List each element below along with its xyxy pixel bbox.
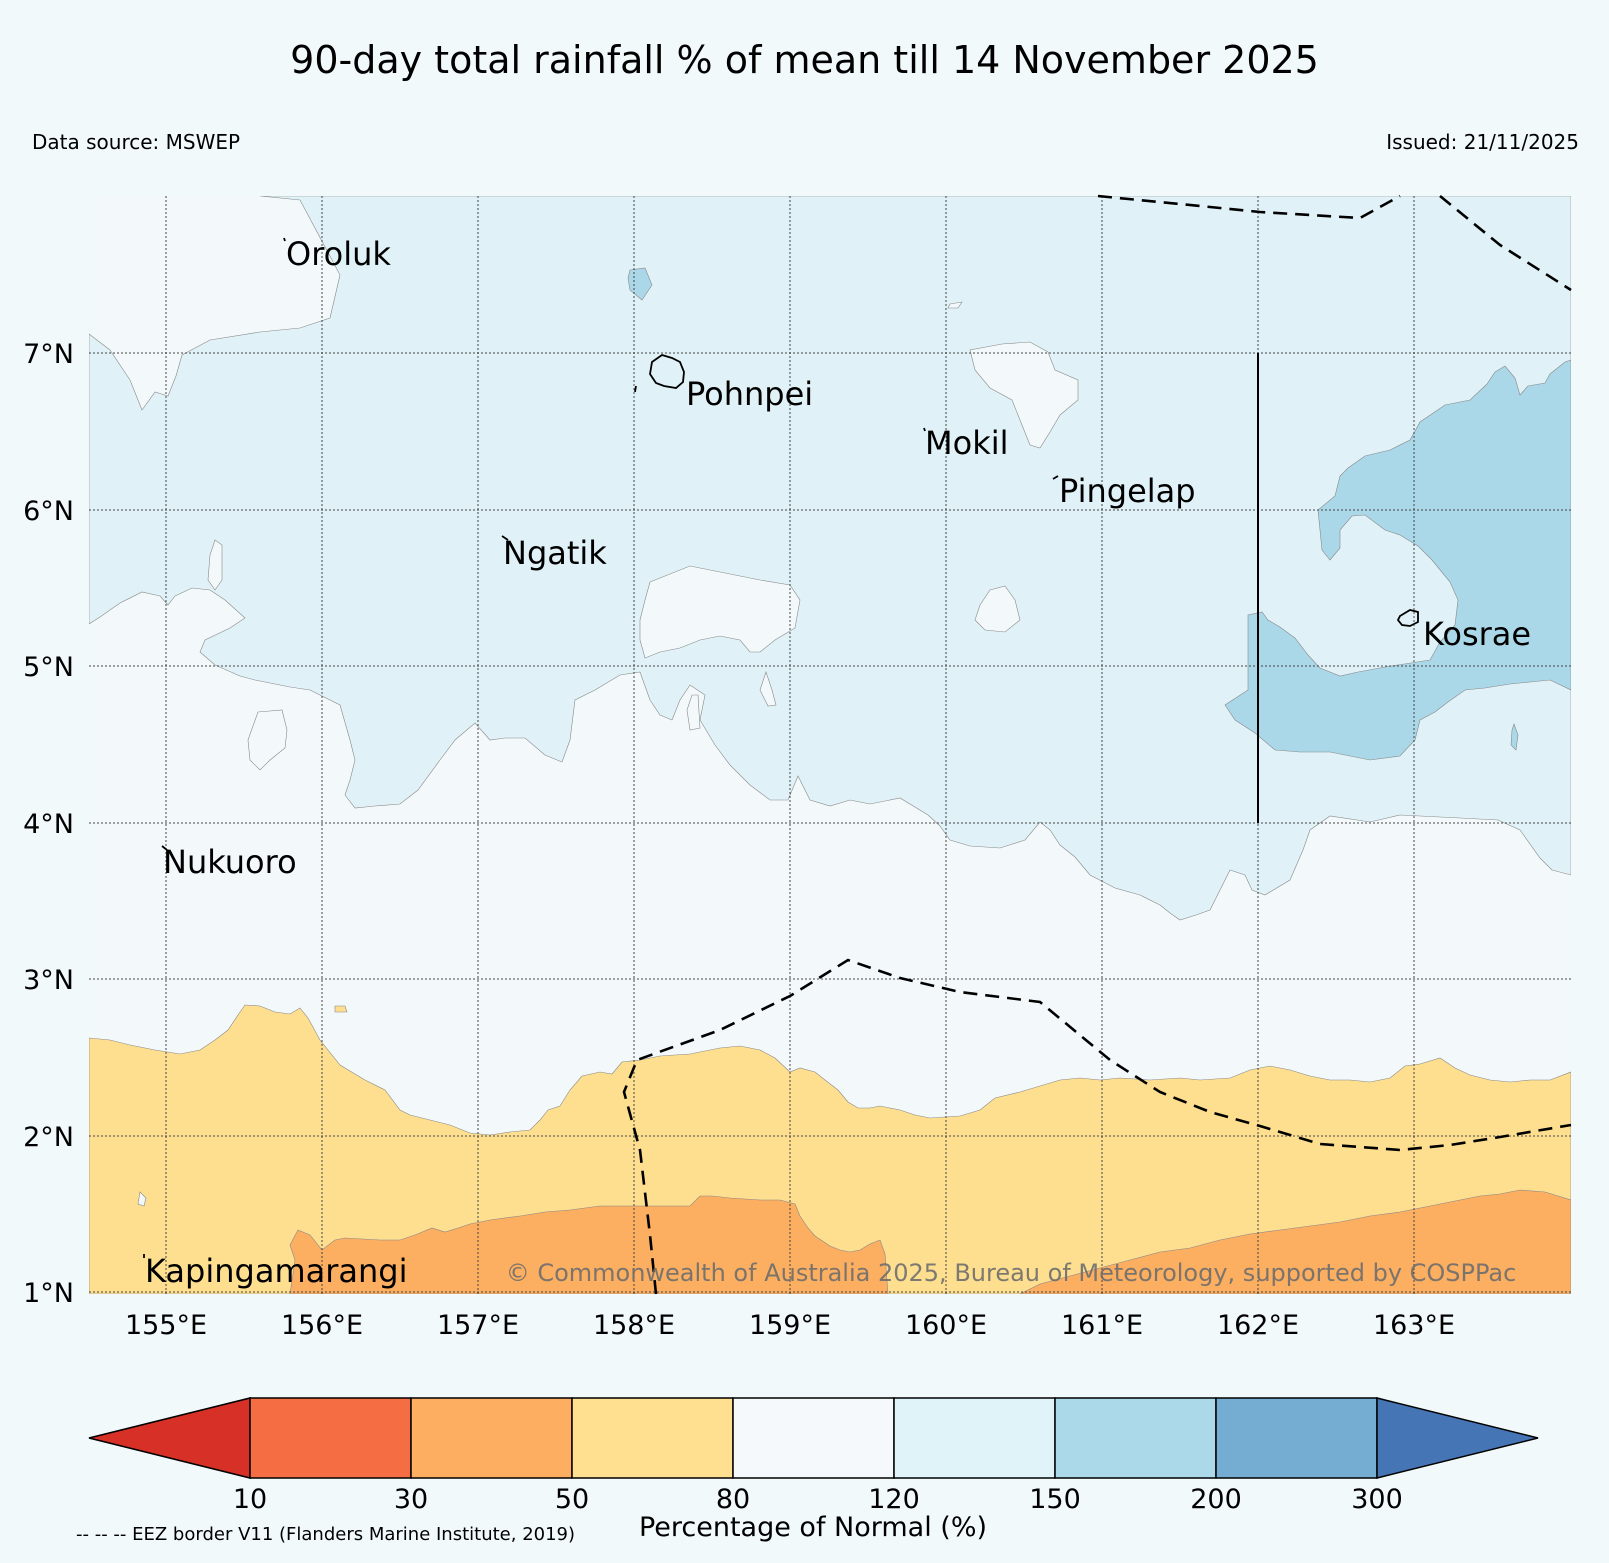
colorbar-segment [571,1397,734,1479]
colorbar [88,1397,1539,1479]
colorbar-tick: 200 [1190,1484,1242,1515]
band-120-150 [89,196,1571,921]
place-label-oroluk: Oroluk [286,235,391,273]
colorbar-segment [410,1397,573,1479]
band-150-200 [1224,359,1571,761]
colorbar-tick: 10 [233,1484,267,1515]
colorbar-title: Percentage of Normal (%) [638,1512,988,1543]
colorbar-segment [249,1397,412,1479]
band-30-50 [289,1195,889,1294]
colorbar-tick: 300 [1351,1484,1403,1515]
lon-label: 156°E [281,1310,363,1341]
issued-date-label: Issued: 21/11/2025 [1386,130,1579,154]
lat-label: 5°N [23,652,74,683]
copyright-notice: © Commonwealth of Australia 2025, Bureau… [506,1259,1517,1287]
place-label-pingelap: Pingelap [1059,472,1196,510]
lon-label: 162°E [1217,1310,1299,1341]
lon-label: 158°E [593,1310,675,1341]
kosrae-island-shape [1396,609,1419,627]
lat-label: 6°N [23,496,74,527]
place-label-mokil: Mokil [925,424,1009,462]
colorbar-segment [1054,1397,1217,1479]
data-source-label: Data source: MSWEP [32,130,241,154]
lat-label: 7°N [23,339,74,370]
lon-label: 157°E [437,1310,519,1341]
map-plot-area [89,196,1571,1294]
eez-border [622,194,1572,1295]
colorbar-tick: 50 [555,1484,589,1515]
lat-label: 1°N [23,1278,74,1309]
place-label-pohnpei: Pohnpei [686,375,813,413]
place-label-kosrae: Kosrae [1423,615,1531,653]
lon-label: 155°E [125,1310,207,1341]
lon-label: 159°E [749,1310,831,1341]
eez-legend-note: -- -- -- EEZ border V11 (Flanders Marine… [76,1524,576,1545]
lon-label: 161°E [1061,1310,1143,1341]
colorbar-segment [893,1397,1056,1479]
lat-label: 3°N [23,965,74,996]
lat-label: 2°N [23,1122,74,1153]
colorbar-extend-low [88,1397,251,1479]
colorbar-extend-high [1376,1397,1539,1479]
pohnpei-island-shape [649,354,685,389]
colorbar-tick: 120 [868,1484,920,1515]
island-outlines [143,237,1419,1258]
colorbar-segment [732,1397,895,1479]
lon-label: 163°E [1373,1310,1455,1341]
place-label-ngatik: Ngatik [503,534,607,572]
place-label-kapingamarangi: Kapingamarangi [145,1252,407,1290]
colorbar-segment [1215,1397,1378,1479]
lon-label: 160°E [905,1310,987,1341]
lat-label: 4°N [23,809,74,840]
colorbar-tick: 30 [394,1484,428,1515]
colorbar-tick: 150 [1029,1484,1081,1515]
band-50-80 [89,1004,1571,1294]
place-label-nukuoro: Nukuoro [163,843,297,881]
map-title: 90-day total rainfall % of mean till 14 … [290,38,1319,82]
colorbar-tick: 80 [716,1484,750,1515]
